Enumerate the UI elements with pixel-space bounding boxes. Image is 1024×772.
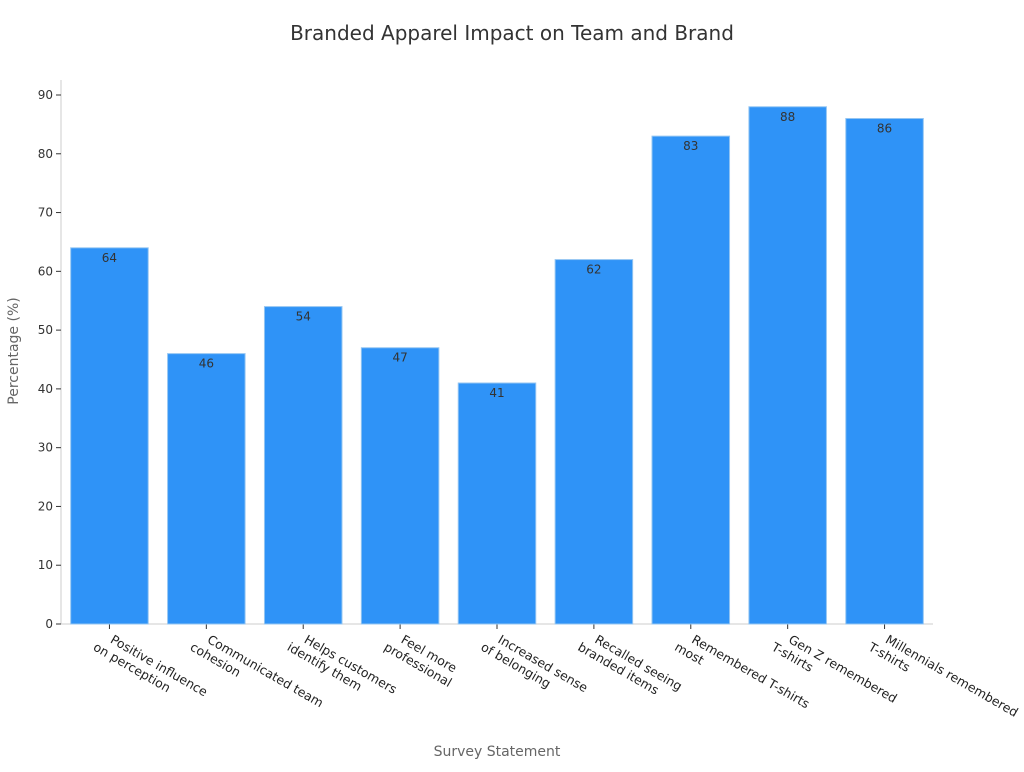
y-tick-label: 10 bbox=[38, 558, 53, 572]
bar-value-label: 88 bbox=[780, 110, 795, 124]
chart-title: Branded Apparel Impact on Team and Brand bbox=[290, 21, 734, 45]
x-tick-label-group: Positive influenceon perception bbox=[91, 626, 211, 712]
x-tick-label: Millennials rememberedT-shirts bbox=[865, 626, 1021, 733]
bar-value-label: 46 bbox=[199, 357, 214, 371]
x-tick-label: Increased senseof belonging bbox=[478, 626, 590, 708]
y-tick-label: 60 bbox=[38, 264, 53, 278]
y-axis-title: Percentage (%) bbox=[6, 297, 22, 404]
x-tick-label: Positive influenceon perception bbox=[91, 626, 211, 712]
y-tick-label: 80 bbox=[38, 147, 53, 161]
x-tick-label: Gen Z rememberedT-shirts bbox=[768, 626, 900, 719]
bar-value-label: 83 bbox=[683, 139, 698, 153]
x-axis-title: Survey Statement bbox=[434, 744, 561, 760]
y-tick-label: 30 bbox=[38, 441, 53, 455]
bar-value-label: 64 bbox=[102, 251, 117, 265]
bar-value-label: 47 bbox=[392, 351, 407, 365]
y-tick-label: 50 bbox=[38, 323, 53, 337]
bar bbox=[651, 135, 731, 625]
x-tick-label-group: Recalled seeingbranded items bbox=[575, 626, 685, 707]
x-tick-label-line: Millennials remembered bbox=[883, 632, 1021, 720]
bars: 64 46 54 47 41 62 83 88 86 bbox=[70, 106, 924, 625]
x-tick-label-group: Increased senseof belonging bbox=[478, 626, 590, 708]
bar-value-label: 62 bbox=[586, 263, 601, 277]
bar bbox=[845, 118, 924, 625]
y-tick-label: 90 bbox=[38, 88, 53, 102]
y-tick-label: 70 bbox=[38, 206, 53, 220]
bar bbox=[263, 306, 343, 625]
y-tick-label: 0 bbox=[45, 617, 53, 631]
bar-value-label: 54 bbox=[296, 310, 311, 324]
bar-value-label: 41 bbox=[489, 386, 504, 400]
bar bbox=[554, 259, 634, 625]
y-tick-label: 40 bbox=[38, 382, 53, 396]
bar-value-label: 86 bbox=[877, 122, 892, 136]
bar bbox=[748, 106, 827, 625]
x-tick-label: Recalled seeingbranded items bbox=[575, 626, 685, 707]
x-tick-label-group: Millennials rememberedT-shirts bbox=[865, 626, 1021, 733]
y-tick-label: 20 bbox=[38, 499, 53, 513]
bar bbox=[70, 247, 149, 625]
bar bbox=[457, 382, 537, 625]
bar bbox=[167, 353, 246, 625]
bar bbox=[360, 347, 440, 625]
x-tick-label-group: Gen Z rememberedT-shirts bbox=[768, 626, 900, 719]
